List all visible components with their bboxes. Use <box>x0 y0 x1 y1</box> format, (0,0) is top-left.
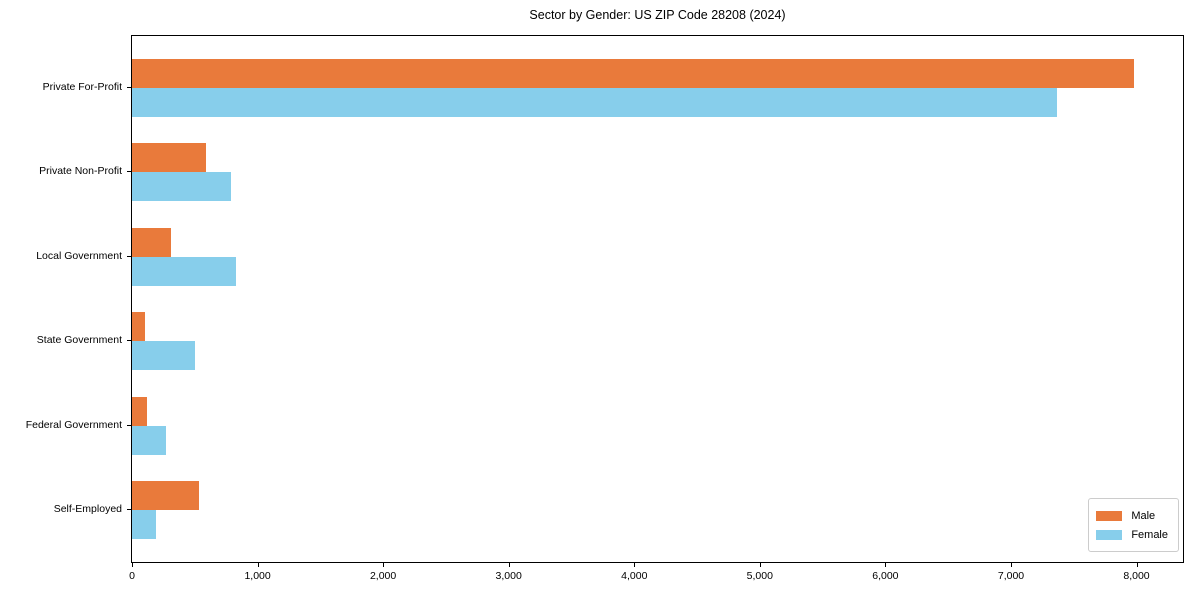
y-tick-label: Local Government <box>36 249 122 262</box>
x-tick-label: 8,000 <box>1123 570 1150 582</box>
x-tick-mark <box>257 563 259 567</box>
legend-label: Female <box>1131 528 1168 541</box>
x-tick-label: 2,000 <box>369 570 397 582</box>
x-tick-mark <box>1011 563 1012 567</box>
bar-male-state-government <box>132 312 145 342</box>
plot-area: Male Female <box>131 35 1184 563</box>
x-tick-mark <box>885 563 887 567</box>
y-tick-mark <box>127 509 131 510</box>
y-tick-mark <box>127 255 131 257</box>
y-tick-label: State Government <box>36 334 122 347</box>
x-tick-label: 0 <box>129 570 135 582</box>
legend-item-female: Female <box>1096 526 1168 543</box>
legend-swatch-female <box>1096 529 1123 540</box>
bar-female-private-for-profit <box>132 88 1058 117</box>
x-tick-mark <box>1136 563 1138 567</box>
x-tick-mark <box>508 563 510 567</box>
bar-male-local-government <box>132 227 171 257</box>
y-tick-mark <box>127 171 131 173</box>
bar-female-self-employed <box>132 510 156 539</box>
y-tick-label: Self-Employed <box>53 503 122 515</box>
x-tick-label: 4,000 <box>621 570 648 582</box>
y-tick-label: Private Non-Profit <box>39 165 122 178</box>
legend-item-male: Male <box>1096 507 1168 524</box>
x-tick-mark <box>759 563 761 567</box>
x-tick-label: 3,000 <box>495 570 522 582</box>
legend-swatch-male <box>1096 510 1123 521</box>
y-tick-mark <box>127 424 131 426</box>
bar-female-private-non-profit <box>132 172 232 202</box>
bar-male-private-for-profit <box>132 59 1134 88</box>
x-tick-label: 5,000 <box>746 570 773 582</box>
bar-female-state-government <box>132 341 195 371</box>
bar-female-local-government <box>132 256 237 286</box>
y-tick-mark <box>127 87 131 88</box>
x-tick-mark <box>383 563 385 567</box>
y-tick-mark <box>127 340 131 342</box>
y-tick-label: Federal Government <box>25 418 122 431</box>
x-tick-mark <box>132 563 133 567</box>
legend-label: Male <box>1131 509 1156 522</box>
chart-title: Sector by Gender: US ZIP Code 28208 (202… <box>529 8 786 22</box>
bar-male-private-non-profit <box>132 143 207 173</box>
y-tick-label: Private For-Profit <box>42 81 122 93</box>
bar-male-federal-government <box>132 396 148 426</box>
legend: Male Female <box>1088 498 1179 552</box>
x-tick-label: 6,000 <box>872 570 899 582</box>
x-tick-mark <box>634 563 636 567</box>
x-tick-label: 7,000 <box>997 570 1025 582</box>
bar-female-federal-government <box>132 425 166 455</box>
x-tick-label: 1,000 <box>244 570 271 582</box>
bar-male-self-employed <box>132 481 199 510</box>
